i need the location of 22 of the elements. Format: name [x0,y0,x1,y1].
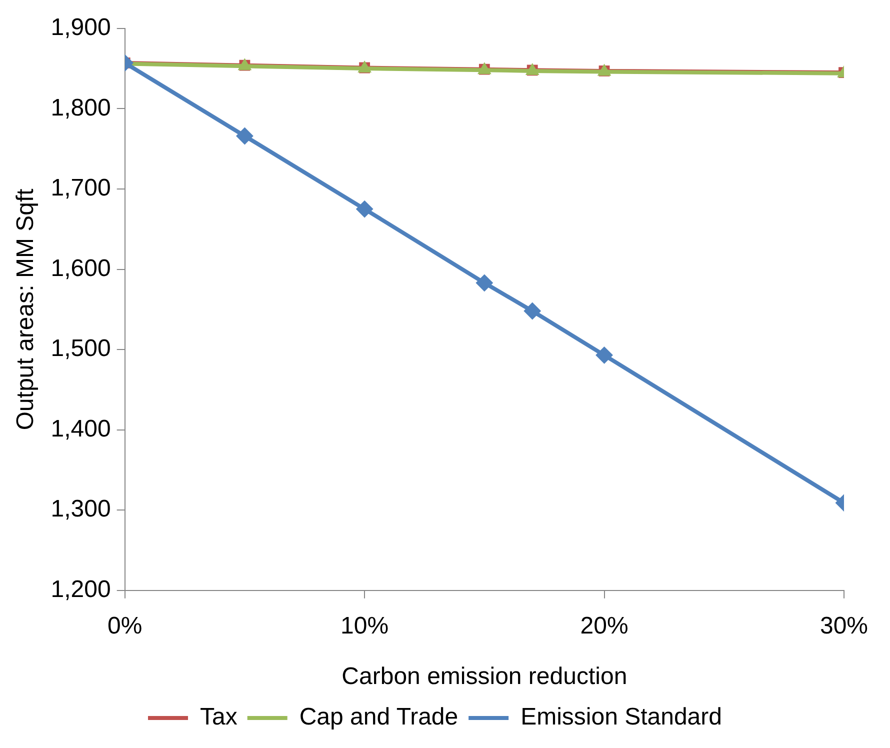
point [236,127,254,144]
legend-label: Tax [200,704,238,731]
legend-label: Cap and Trade [299,704,458,731]
y-tick-label: 1,800 [50,94,111,122]
point [476,274,493,292]
x-tick-label: 30% [820,612,868,640]
y-tick-label: 1,900 [50,14,111,42]
y-tick-label: 1,200 [50,576,111,604]
point [356,200,374,218]
y-tick-label: 1,700 [50,174,111,202]
y-tick-label: 1,300 [50,496,111,523]
x-tick-label: 20% [580,612,628,640]
y-tick-label: 1,600 [50,254,111,282]
x-tick-label: 0% [108,612,142,640]
y-tick-label: 1,500 [50,335,111,362]
y-axis-title: Output areas: MM Sqft [12,188,40,430]
point [524,302,541,320]
legend-label: Emission Standard [520,704,722,731]
y-tick-label: 1,400 [50,415,111,442]
x-tick-label: 10% [340,612,389,640]
point [596,346,613,364]
x-axis-title: Carbon emission reduction [342,663,628,690]
